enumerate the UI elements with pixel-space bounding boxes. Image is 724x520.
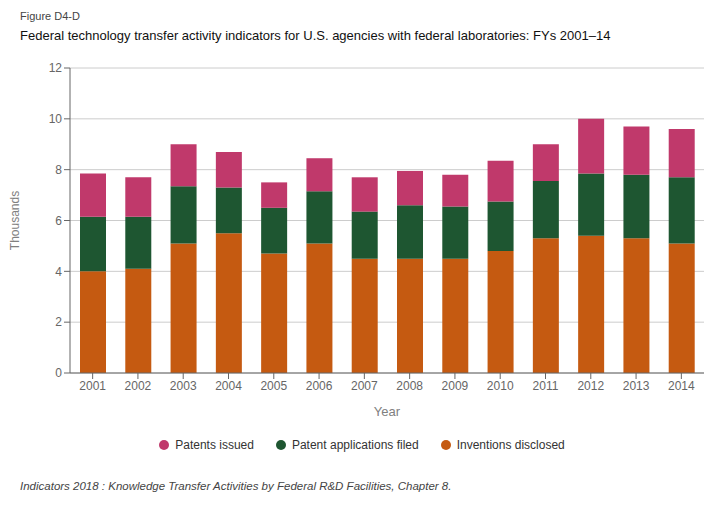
svg-text:0: 0: [55, 366, 62, 380]
svg-text:2012: 2012: [577, 379, 604, 393]
svg-text:2007: 2007: [351, 379, 378, 393]
html-text:Figure D4-D: Figure D4-D: [20, 10, 80, 22]
svg-text:10: 10: [49, 112, 63, 126]
html-text:Federal technology transfer ac: Federal technology transfer activity ind…: [20, 28, 611, 43]
svg-text:2006: 2006: [306, 379, 333, 393]
svg-text:Year: Year: [374, 404, 401, 419]
svg-text:6: 6: [55, 214, 62, 228]
svg-text:2001: 2001: [79, 379, 106, 393]
svg-text:2004: 2004: [215, 379, 242, 393]
svg-text:2008: 2008: [396, 379, 423, 393]
svg-text:8: 8: [55, 163, 62, 177]
svg-text:2: 2: [55, 315, 62, 329]
svg-text:12: 12: [49, 61, 63, 75]
svg-text:2014: 2014: [668, 379, 695, 393]
svg-text:2011: 2011: [533, 379, 559, 393]
svg-text:2005: 2005: [260, 379, 287, 393]
svg-text:2002: 2002: [125, 379, 152, 393]
html-text:Patent applications filed: Patent applications filed: [291, 438, 419, 452]
svg-text:Thousands: Thousands: [8, 191, 22, 250]
html-text:Patents issued: Patents issued: [175, 438, 254, 452]
svg-text:2009: 2009: [442, 379, 469, 393]
svg-text:2013: 2013: [623, 379, 650, 393]
html-text:Inventions disclosed: Inventions disclosed: [456, 438, 565, 452]
html-text:Indicators 2018 : Knowledge Tr: Indicators 2018 : Knowledge Transfer Act…: [20, 480, 452, 492]
svg-text:4: 4: [55, 265, 62, 279]
svg-text:2010: 2010: [487, 379, 514, 393]
svg-text:2003: 2003: [170, 379, 197, 393]
